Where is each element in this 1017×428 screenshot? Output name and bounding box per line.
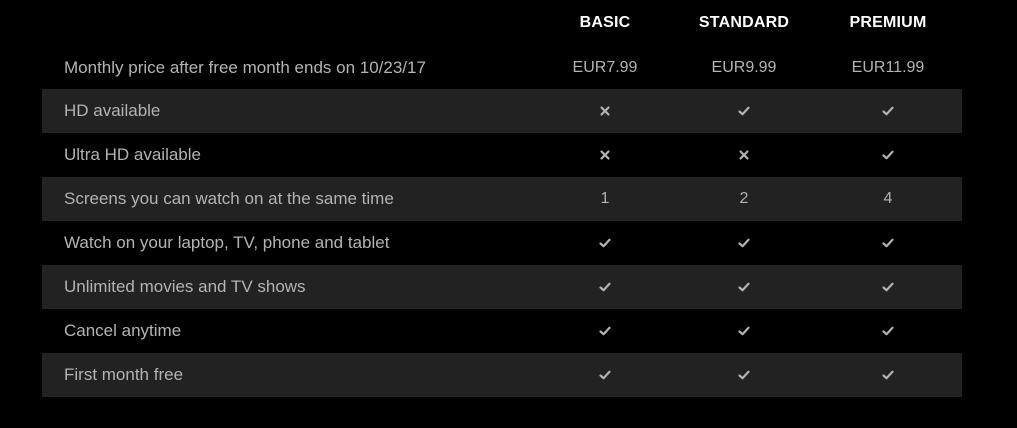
price-premium: EUR11.99 — [851, 58, 925, 76]
cell — [818, 89, 958, 133]
check-icon — [882, 325, 894, 337]
check-icon — [882, 237, 894, 249]
check-icon — [599, 325, 611, 337]
row-label: Watch on your laptop, TV, phone and tabl… — [64, 233, 390, 252]
plan-name-standard[interactable]: STANDARD — [698, 14, 790, 31]
price-standard: EUR9.99 — [711, 58, 777, 76]
cell — [674, 309, 814, 353]
check-icon — [882, 369, 894, 381]
cell — [818, 353, 958, 397]
cell — [818, 265, 958, 309]
table-row: Ultra HD available — [42, 133, 962, 177]
plan-comparison-table: Monthly price after free month ends on 1… — [42, 46, 962, 397]
check-icon — [599, 369, 611, 381]
cell — [818, 133, 958, 177]
check-icon — [738, 105, 750, 117]
check-icon — [738, 237, 750, 249]
check-icon — [882, 105, 894, 117]
cell — [674, 265, 814, 309]
check-icon — [599, 281, 611, 293]
row-label: Cancel anytime — [64, 321, 182, 340]
plan-header: BASIC STANDARD PREMIUM — [42, 0, 962, 46]
screens-premium: 4 — [883, 190, 893, 207]
cell — [818, 309, 958, 353]
check-icon — [738, 325, 750, 337]
row-label: Ultra HD available — [64, 145, 201, 164]
cell — [674, 133, 814, 177]
price-basic: EUR7.99 — [572, 58, 638, 76]
cross-icon — [738, 149, 750, 161]
cell — [818, 221, 958, 265]
check-icon — [882, 281, 894, 293]
screens-basic: 1 — [600, 190, 610, 207]
row-label: HD available — [64, 101, 161, 120]
check-icon — [738, 369, 750, 381]
cell — [535, 309, 675, 353]
cell — [674, 221, 814, 265]
cell — [674, 353, 814, 397]
check-icon — [599, 237, 611, 249]
cross-icon — [599, 149, 611, 161]
cell — [674, 89, 814, 133]
table-row: HD available — [42, 89, 962, 133]
table-row: Unlimited movies and TV shows — [42, 265, 962, 309]
cell — [535, 221, 675, 265]
plan-name-premium[interactable]: PREMIUM — [849, 14, 927, 31]
row-label: Unlimited movies and TV shows — [64, 277, 306, 296]
table-row: Cancel anytime — [42, 309, 962, 353]
cell — [535, 89, 675, 133]
table-row: Monthly price after free month ends on 1… — [42, 46, 962, 89]
row-label: Screens you can watch on at the same tim… — [64, 189, 394, 208]
cell — [535, 133, 675, 177]
check-icon — [738, 281, 750, 293]
check-icon — [882, 149, 894, 161]
table-row: Screens you can watch on at the same tim… — [42, 177, 962, 221]
table-row: First month free — [42, 353, 962, 397]
cross-icon — [599, 105, 611, 117]
row-label: Monthly price after free month ends on 1… — [64, 57, 426, 77]
plan-name-basic[interactable]: BASIC — [579, 14, 631, 31]
screens-standard: 2 — [739, 190, 749, 207]
table-row: Watch on your laptop, TV, phone and tabl… — [42, 221, 962, 265]
cell — [535, 265, 675, 309]
row-label: First month free — [64, 365, 184, 384]
cell — [535, 353, 675, 397]
